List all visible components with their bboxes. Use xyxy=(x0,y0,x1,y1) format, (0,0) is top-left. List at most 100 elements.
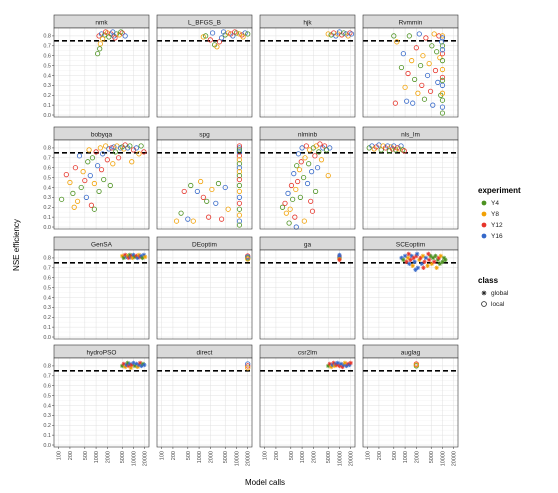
data-point xyxy=(133,145,140,151)
data-point xyxy=(127,143,133,149)
y-tick-label: 0.0 xyxy=(43,225,51,231)
data-point xyxy=(98,167,105,173)
point-stroke xyxy=(422,260,427,264)
point-stroke xyxy=(134,362,139,366)
data-point xyxy=(236,169,243,175)
data-point xyxy=(439,66,446,73)
data-point xyxy=(279,204,286,210)
point-stroke xyxy=(403,254,407,258)
data-point xyxy=(426,257,432,263)
data-point xyxy=(348,31,355,37)
point-stroke xyxy=(337,258,342,262)
data-point xyxy=(59,196,65,202)
data-point xyxy=(297,194,303,200)
data-point xyxy=(110,161,116,167)
x-tick-label: 500 xyxy=(186,451,192,460)
data-point xyxy=(431,259,437,265)
data-point xyxy=(335,360,340,366)
data-point xyxy=(414,251,420,257)
data-point xyxy=(236,206,243,212)
strip-label: csr2lm xyxy=(298,349,317,356)
point-stroke xyxy=(399,256,404,260)
data-point xyxy=(218,216,225,222)
y-tick-label: 0.4 xyxy=(43,185,51,191)
data-point xyxy=(337,252,342,258)
data-point xyxy=(78,184,84,191)
data-point xyxy=(245,365,251,371)
data-point xyxy=(138,143,144,149)
data-point xyxy=(394,39,400,45)
data-point xyxy=(236,143,243,149)
panel-spg: spg xyxy=(156,126,253,230)
data-point xyxy=(200,34,206,40)
legend-key-y16 xyxy=(481,233,487,239)
point-stroke xyxy=(327,362,332,366)
point-stroke xyxy=(413,267,418,272)
data-point xyxy=(236,176,243,183)
point-stroke xyxy=(410,263,415,268)
data-point xyxy=(327,145,333,151)
data-point xyxy=(439,51,446,57)
point-stroke xyxy=(409,254,414,258)
panel-rvmmin: Rvmmin xyxy=(362,14,459,118)
data-point xyxy=(95,51,101,57)
x-tick-label: 2000 xyxy=(208,451,214,463)
point-stroke xyxy=(131,253,136,257)
data-point xyxy=(325,31,331,37)
y-tick-label: 0.0 xyxy=(43,113,51,119)
data-point xyxy=(215,180,222,187)
data-point xyxy=(101,176,107,183)
data-point xyxy=(67,179,73,186)
point-stroke xyxy=(442,256,446,260)
data-point xyxy=(415,90,421,96)
data-point xyxy=(96,188,102,195)
data-point xyxy=(95,163,101,169)
data-point xyxy=(433,253,438,259)
data-point xyxy=(100,36,106,42)
y-tick-label: 0.1 xyxy=(43,103,51,109)
y-tick-label: 0.3 xyxy=(43,195,51,201)
panel-deoptim: DEoptim xyxy=(156,236,253,340)
y-tick-label: 0.4 xyxy=(43,73,51,79)
data-point xyxy=(216,39,223,45)
x-axis-title: Model calls xyxy=(245,478,285,487)
legend-label-y16: Y16 xyxy=(491,233,503,240)
data-point xyxy=(108,145,115,151)
y-tick-label: 0.8 xyxy=(43,146,51,152)
data-point xyxy=(425,263,430,269)
data-point xyxy=(424,72,431,79)
legend-key-global xyxy=(481,290,487,296)
point-stroke xyxy=(335,361,340,365)
data-point xyxy=(389,146,396,152)
y-tick-label: 0.7 xyxy=(43,266,51,272)
data-point xyxy=(209,186,215,193)
y-tick-label: 0.5 xyxy=(43,63,51,69)
data-point xyxy=(443,257,448,263)
y-tick-label: 0.2 xyxy=(43,315,51,321)
y-tick-label: 0.7 xyxy=(43,374,51,380)
data-point xyxy=(420,53,426,59)
data-point xyxy=(314,165,321,171)
y-tick-label: 0.6 xyxy=(43,383,51,389)
data-point xyxy=(103,143,109,149)
y-tick-label: 0.6 xyxy=(43,275,51,281)
data-point xyxy=(129,159,135,165)
data-point xyxy=(292,214,298,220)
point-stroke xyxy=(143,255,147,259)
y-tick-label: 0.3 xyxy=(43,83,51,89)
data-point xyxy=(439,47,446,53)
data-point xyxy=(245,361,251,367)
data-point xyxy=(435,79,441,85)
legend-class-title: class xyxy=(478,276,499,285)
data-point xyxy=(316,149,322,155)
y-tick-label: 0.2 xyxy=(43,93,51,99)
data-point xyxy=(410,263,415,269)
panel-border xyxy=(53,357,150,448)
data-point xyxy=(304,180,311,187)
data-point xyxy=(407,261,412,267)
y-tick-label: 0.6 xyxy=(43,53,51,59)
y-tick-label: 0.2 xyxy=(43,205,51,211)
data-point xyxy=(434,49,440,55)
data-point xyxy=(220,29,227,35)
x-tick-label: 10000 xyxy=(131,451,137,466)
